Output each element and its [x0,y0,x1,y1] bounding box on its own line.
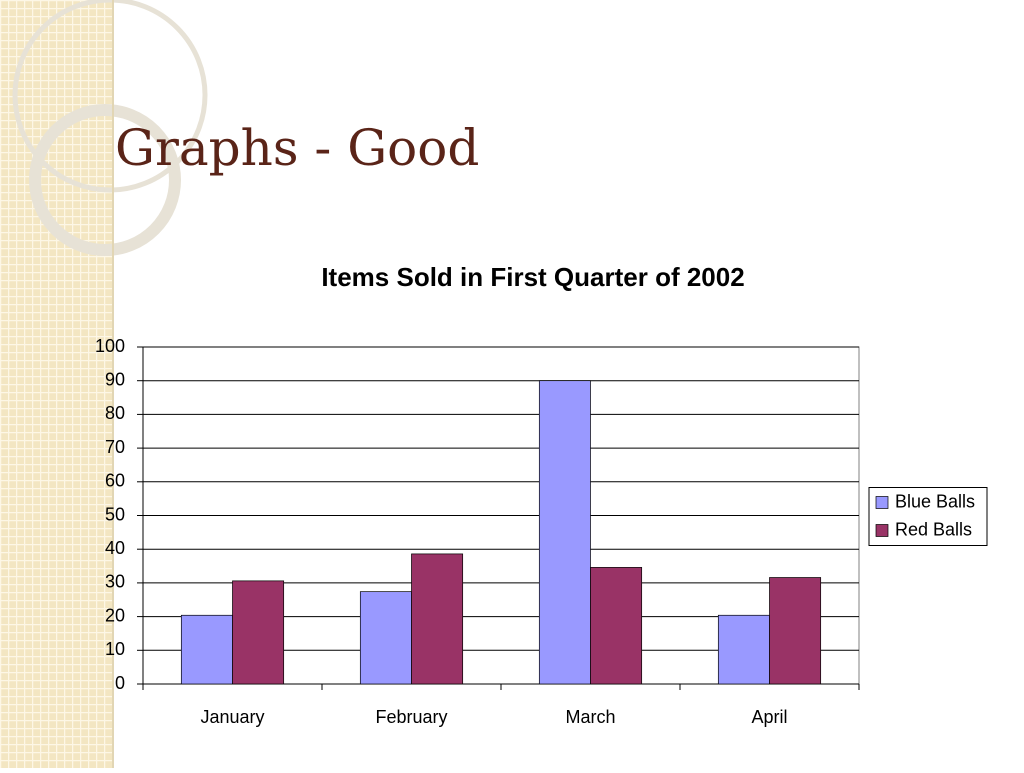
legend-swatch [875,496,889,509]
y-tick-label: 10 [105,639,125,659]
legend-box [868,487,988,546]
bar [538,380,591,685]
bar [717,614,770,685]
bar [411,553,464,685]
y-tick-label: 50 [105,504,125,524]
x-tick-label: April [751,707,787,727]
y-tick-label: 40 [105,538,125,558]
x-tick-label: March [565,707,615,727]
bar [232,580,285,685]
legend-label: Red Balls [895,519,972,539]
y-tick-label: 60 [105,471,125,491]
x-tick-label: January [200,707,264,727]
deco-ring [29,104,181,256]
legend-label: Blue Balls [895,491,975,511]
deco-ring [12,0,208,193]
y-tick-label: 80 [105,403,125,423]
slide-title: Graphs - Good [115,119,479,177]
bar [590,567,643,685]
y-tick-label: 70 [105,437,125,457]
x-tick-label: February [375,707,447,727]
y-tick-label: 100 [95,336,125,356]
y-tick-label: 30 [105,572,125,592]
chart-title: Items Sold in First Quarter of 2002 [321,262,744,292]
bar [359,591,412,685]
y-tick-label: 20 [105,605,125,625]
legend-swatch [875,524,889,537]
bar [769,577,822,685]
y-tick-label: 90 [105,369,125,389]
bar [180,614,233,685]
y-tick-label: 0 [115,673,125,693]
